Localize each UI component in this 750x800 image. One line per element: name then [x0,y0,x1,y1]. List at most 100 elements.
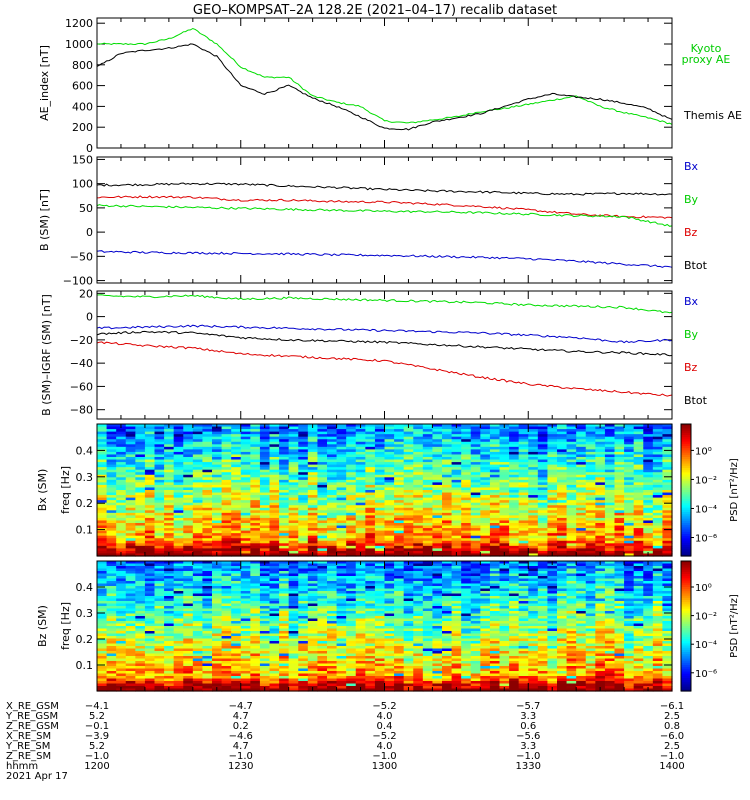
spectrogram-cell [633,586,644,590]
spectrogram-cell [240,561,251,565]
spectrogram-cell [231,576,242,580]
spectrogram-cell [307,608,319,612]
spectrogram-cell [135,603,146,607]
spectrogram-cell [240,616,251,620]
spectrogram-cell [595,449,606,453]
spectrogram-cell [125,611,136,615]
spectrogram-cell [355,530,366,534]
spectrogram-cell [394,586,405,590]
spectrogram-cell [240,523,251,527]
spectrogram-cell [125,500,136,504]
spectrogram-cell [298,436,309,440]
colorbar-segment [681,547,691,550]
spectrogram-cell [116,451,127,456]
spectrogram-cell [384,479,395,483]
spectrogram-cell [394,588,405,592]
spectrogram-cell [97,487,108,491]
spectrogram-cell [279,528,290,532]
spectrogram-cell [97,543,108,547]
spectrogram-cell [307,495,319,499]
spectrogram-cell [183,462,194,466]
spectrogram-cell [557,472,568,476]
spectrogram-cell [643,454,654,458]
spectrogram-cell [164,469,175,473]
spectrogram-cell [154,472,165,476]
spectrogram-cell [442,525,453,529]
spectrogram-cell [585,434,596,438]
spectrogram-cell [279,459,290,463]
spectrogram-cell [537,530,549,534]
spectrogram-cell [212,573,223,577]
spectrogram-cell [518,568,529,572]
spectrogram-cell [566,492,577,496]
spectrogram-cell [374,431,386,435]
spectrogram-cell [595,618,606,622]
spectrogram-cell [374,540,386,544]
spectrogram-cell [604,462,616,466]
spectrogram-cell [442,573,453,577]
spectrogram-cell [173,512,184,516]
spectrogram-cell [403,520,414,524]
spectrogram-cell [125,535,136,539]
spectrogram-cell [336,446,347,450]
spectrogram-cell [470,563,481,567]
spectrogram-cell [461,538,472,542]
spectrogram-cell [135,601,146,605]
spectrogram-cell [365,553,376,557]
spectrogram-cell [489,576,501,580]
spectrogram-cell [566,571,577,575]
spectrogram-cell [595,441,606,445]
spectrogram-cell [336,586,347,590]
spectrogram-cell [221,528,232,532]
spectrogram-cell [557,482,568,486]
spectrogram-cell [135,426,146,430]
spectrogram-cell [231,505,242,509]
spectrogram-cell [633,441,644,445]
spectrogram-cell [614,457,625,461]
spectrogram-cell [547,591,558,595]
spectrogram-cell [259,603,271,607]
spectrogram-cell [461,545,472,549]
spectrogram-cell [576,566,587,570]
spectrogram-cell [528,497,539,501]
spectrogram-cell [327,588,338,592]
spectrogram-cell [192,568,204,572]
spectrogram-cell [557,426,568,430]
spectrogram-cell [183,563,194,567]
spectrogram-cell [442,618,453,622]
spectrogram-cell [125,484,136,489]
spectrogram-cell [125,568,136,572]
spectrogram-cell [480,479,491,483]
spectrogram-cell [192,578,204,582]
spectrogram-cell [585,439,596,443]
spectrogram-cell [307,538,319,542]
spectrogram-cell [518,611,529,615]
spectrogram-cell [202,507,213,511]
spectrogram-cell [537,434,549,438]
spectrogram-cell [614,492,625,496]
spectrogram-cell [250,578,261,582]
spectrogram-cell [566,510,577,514]
spectrogram-cell [480,482,491,486]
spectrogram-cell [125,464,136,468]
spectrogram-cell [509,593,520,597]
spectrogram-cell [557,616,568,620]
spectrogram-cell [451,523,462,527]
spectrogram-cell [557,611,568,615]
spectrogram-cell [288,459,299,463]
spectrogram-cell [173,505,184,509]
spectrogram-cell [509,561,520,565]
spectrogram-cell [144,596,156,600]
spectrogram-cell [327,608,338,612]
spectrogram-cell [288,467,299,471]
spectrogram-cell [643,482,654,486]
spectrogram-cell [154,520,165,524]
spectrogram-cell [403,568,414,572]
spectrogram-cell [537,497,549,501]
spectrogram-cell [537,429,549,433]
spectrogram-cell [576,467,587,471]
spectrogram-cell [346,434,357,438]
spectrogram-cell [662,451,673,456]
spectrogram-cell [614,446,625,450]
spectrogram-cell [518,573,529,577]
